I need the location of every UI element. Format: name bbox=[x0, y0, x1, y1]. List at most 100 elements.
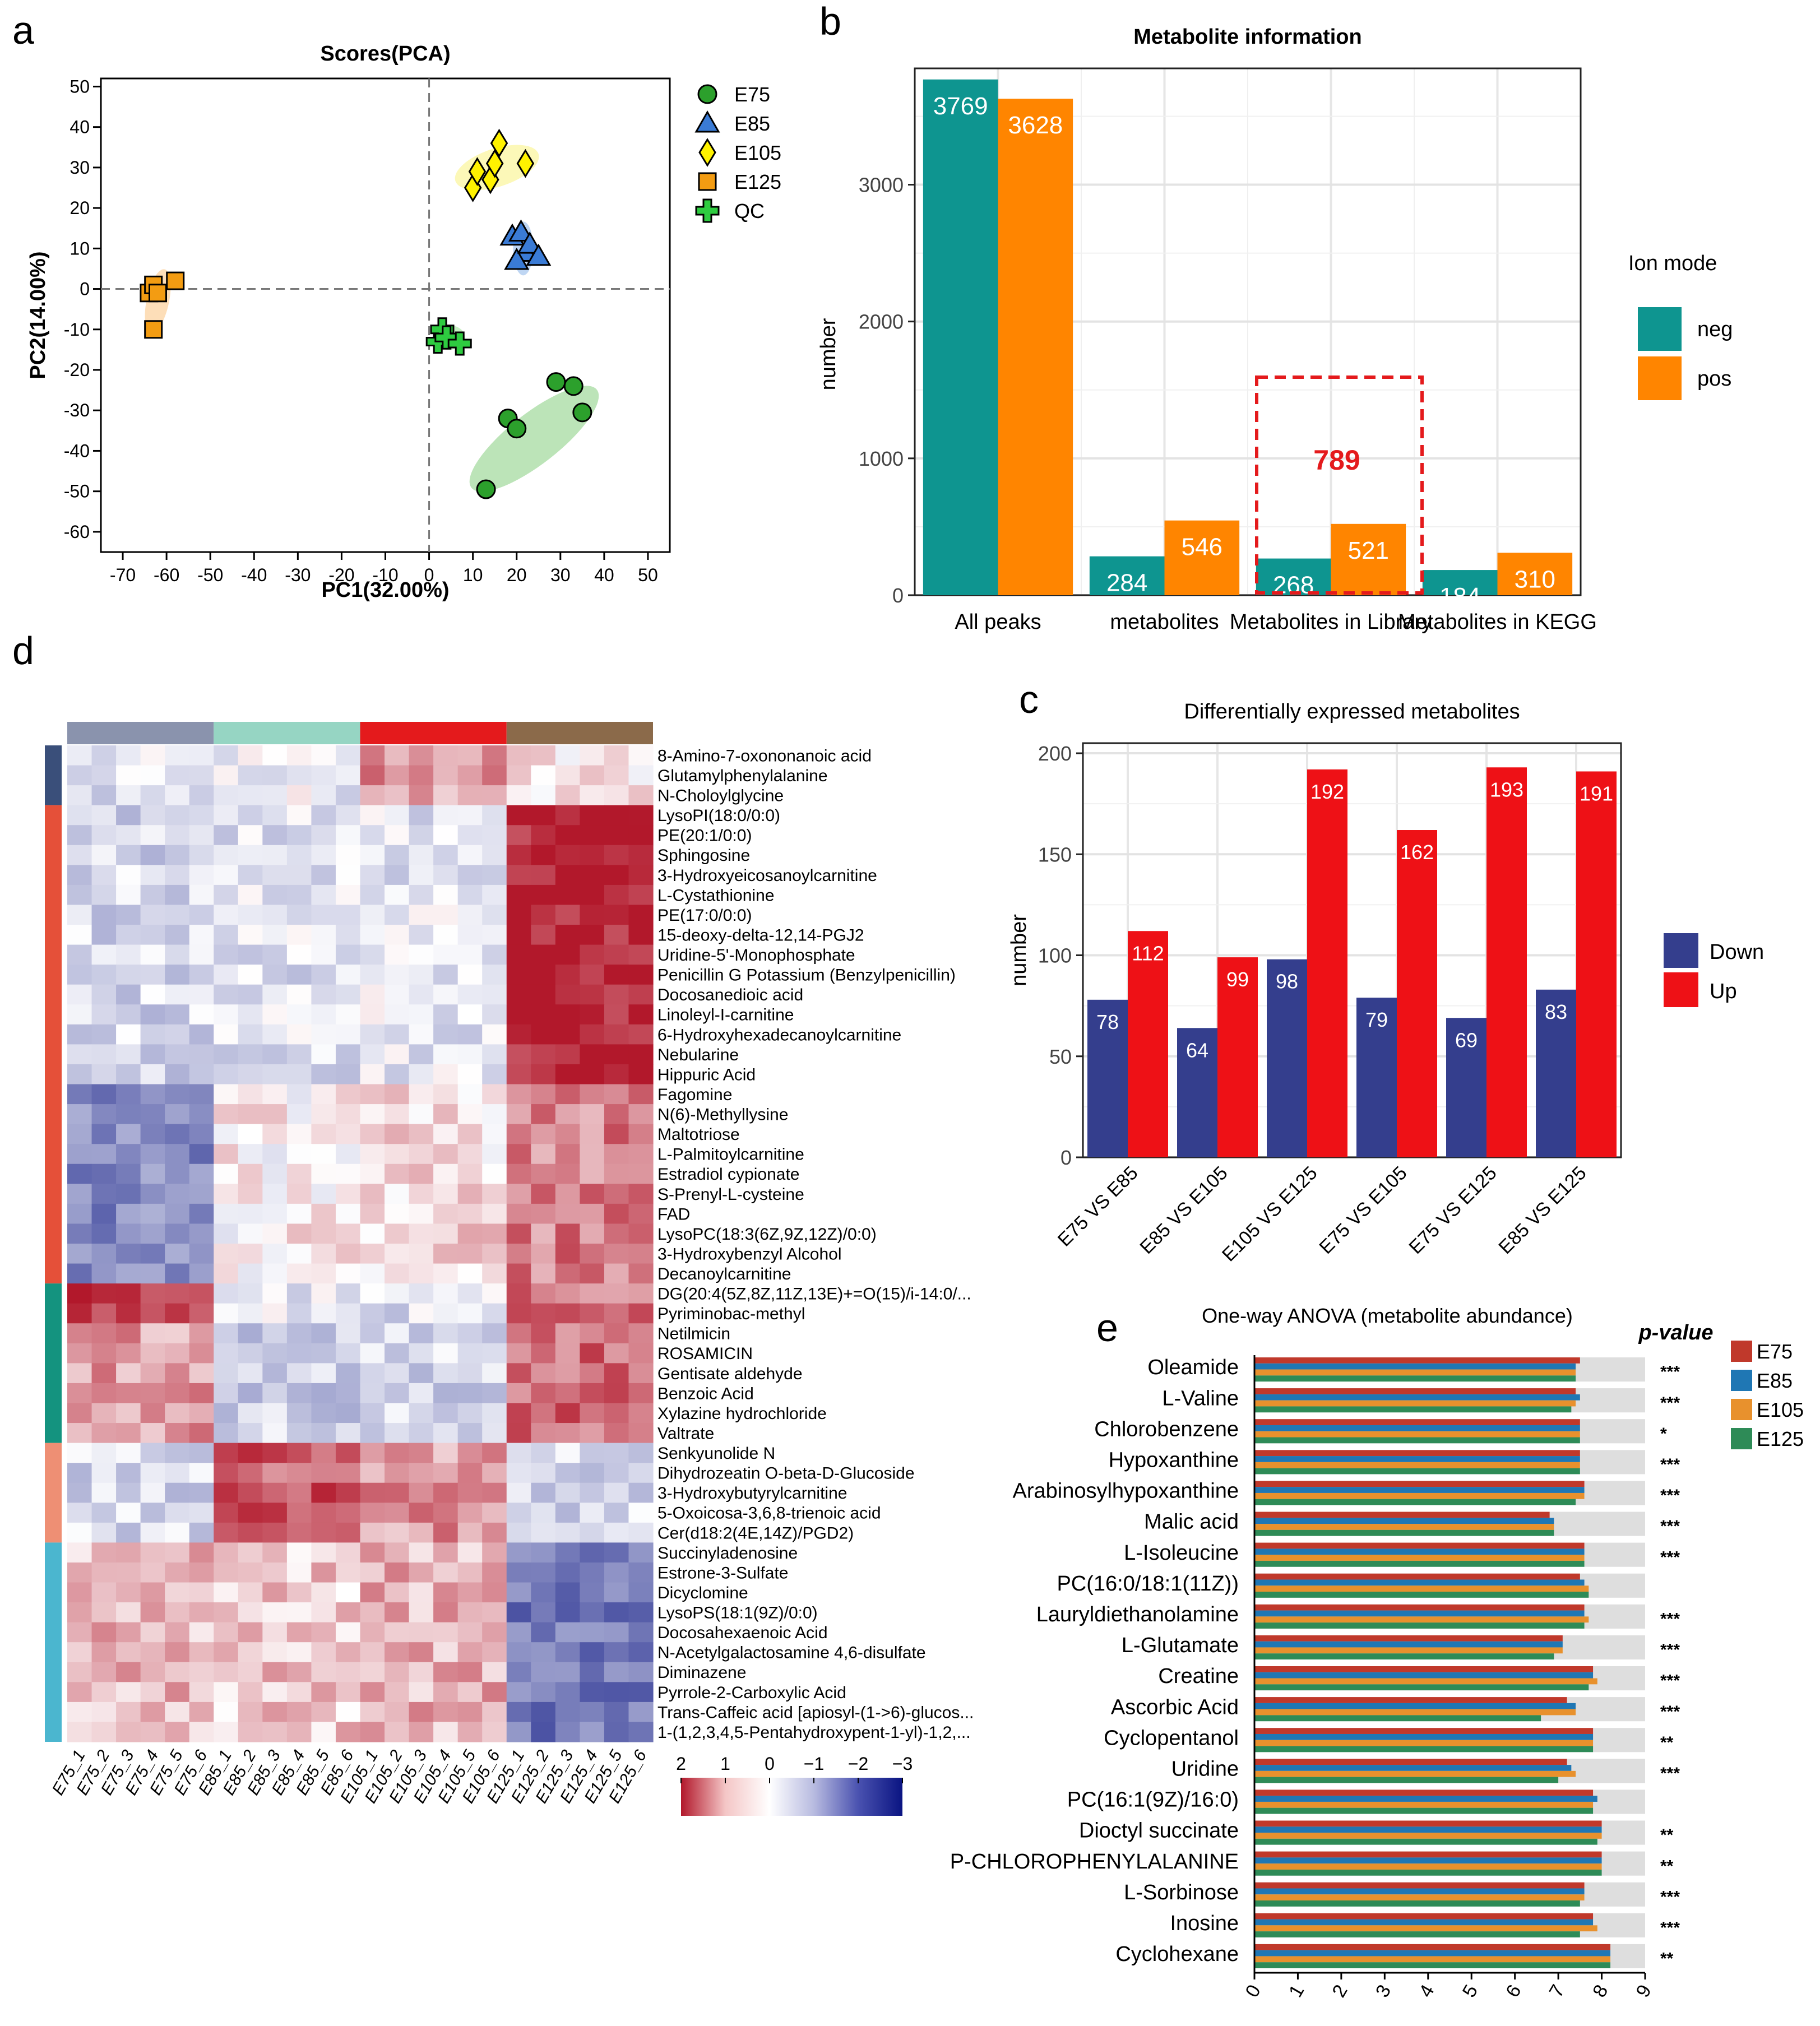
heatmap-cell bbox=[262, 1144, 288, 1165]
point-e105 bbox=[485, 149, 504, 178]
e75-ellipse bbox=[469, 386, 599, 492]
y-tick-label: -20 bbox=[64, 360, 90, 380]
heatmap-cell bbox=[238, 1124, 263, 1144]
heatmap-cell bbox=[165, 845, 190, 865]
heatmap-cell bbox=[360, 845, 385, 865]
heatmap-cell bbox=[91, 1124, 117, 1144]
heatmap-cell bbox=[140, 1263, 165, 1284]
heatmap-cell bbox=[409, 905, 434, 925]
heatmap-cell bbox=[457, 944, 483, 965]
heatmap-cell bbox=[457, 1702, 483, 1723]
bar-e105 bbox=[1254, 1956, 1611, 1963]
heatmap-cell bbox=[286, 1602, 312, 1623]
heatmap-cell bbox=[628, 1542, 654, 1563]
heatmap-cell bbox=[189, 1244, 214, 1264]
heatmap-cell bbox=[385, 1064, 410, 1085]
heatmap-cell bbox=[580, 1223, 605, 1244]
heatmap-cell bbox=[140, 1283, 165, 1304]
heatmap-cell bbox=[580, 1303, 605, 1324]
heatmap-cell bbox=[482, 1582, 507, 1603]
heatmap-cell bbox=[457, 1064, 483, 1085]
heatmap-cell bbox=[604, 1722, 629, 1742]
heatmap-cell bbox=[116, 1343, 141, 1364]
heatmap-cell bbox=[604, 1482, 629, 1503]
legend-label: Up bbox=[1710, 980, 1737, 1003]
x-tick-label: Metabolites in KEGG bbox=[1398, 610, 1597, 634]
bar-e125 bbox=[1254, 1746, 1594, 1753]
heatmap-cell bbox=[67, 1622, 92, 1643]
heatmap-cell bbox=[506, 1522, 531, 1543]
heatmap-cell bbox=[262, 865, 288, 885]
heatmap-cell bbox=[67, 1004, 92, 1025]
heatmap-cell bbox=[385, 805, 410, 826]
heatmap-cell bbox=[262, 1064, 288, 1085]
heatmap-cell bbox=[214, 1223, 239, 1244]
heatmap-cell bbox=[628, 845, 654, 865]
heatmap-cell bbox=[506, 1223, 531, 1244]
heatmap-cell bbox=[286, 1503, 312, 1523]
heatmap-cell bbox=[116, 1463, 141, 1483]
heatmap-cell bbox=[335, 1482, 361, 1503]
category-label: PC(16:1(9Z)/16:0) bbox=[1067, 1788, 1239, 1812]
heatmap-cell bbox=[604, 1124, 629, 1144]
bar-e75 bbox=[1254, 1913, 1594, 1920]
heatmap-cell bbox=[580, 745, 605, 766]
heatmap-cell bbox=[409, 1024, 434, 1045]
bar-value-label: 192 bbox=[1310, 780, 1344, 803]
heatmap-cell bbox=[165, 1104, 190, 1125]
pvalue-header: p-value bbox=[1638, 1321, 1713, 1345]
heatmap-cell bbox=[433, 1223, 459, 1244]
heatmap-cell bbox=[531, 1104, 556, 1125]
heatmap-cell bbox=[286, 1423, 312, 1444]
colorbar bbox=[681, 1778, 902, 1816]
heatmap-cell bbox=[238, 1722, 263, 1742]
heatmap-cell bbox=[531, 1423, 556, 1444]
heatmap-cell bbox=[335, 845, 361, 865]
heatmap-row-label: DG(20:4(5Z,8Z,11Z,13E)+=O(15)/i-14:0/... bbox=[657, 1285, 971, 1304]
heatmap-cell bbox=[457, 1562, 483, 1583]
heatmap-cell bbox=[189, 1722, 214, 1742]
heatmap-cell bbox=[385, 984, 410, 1005]
heatmap-cell bbox=[409, 1403, 434, 1424]
heatmap-cell bbox=[67, 1104, 92, 1125]
heatmap-cell bbox=[91, 1423, 117, 1444]
heatmap-cell bbox=[91, 1403, 117, 1424]
heatmap-cell bbox=[555, 1662, 580, 1682]
heatmap-cell bbox=[409, 1303, 434, 1324]
heatmap-cell bbox=[262, 1562, 288, 1583]
heatmap-cell bbox=[67, 925, 92, 945]
heatmap-cell bbox=[91, 1343, 117, 1364]
heatmap-cell bbox=[555, 1562, 580, 1583]
heatmap-cell bbox=[189, 1642, 214, 1663]
heatmap-cell bbox=[555, 865, 580, 885]
bar-e75 bbox=[1254, 1789, 1594, 1796]
heatmap-cell bbox=[360, 965, 385, 985]
heatmap-cell bbox=[360, 1423, 385, 1444]
heatmap-cell bbox=[604, 1582, 629, 1603]
heatmap-cell bbox=[409, 1004, 434, 1025]
heatmap-cell bbox=[482, 1184, 507, 1204]
heatmap-cell bbox=[385, 1722, 410, 1742]
heatmap-cell bbox=[335, 1263, 361, 1284]
heatmap-cell bbox=[482, 944, 507, 965]
heatmap-cell bbox=[604, 965, 629, 985]
heatmap-cell bbox=[335, 1642, 361, 1663]
heatmap-cell bbox=[262, 1323, 288, 1344]
point-e85 bbox=[504, 247, 530, 270]
heatmap-cell bbox=[165, 1283, 190, 1304]
heatmap-cell bbox=[116, 1044, 141, 1065]
bar-up bbox=[1217, 957, 1258, 1157]
pvalue-stars: *** bbox=[1660, 1455, 1680, 1474]
heatmap-cell bbox=[555, 1104, 580, 1125]
point-e85 bbox=[508, 219, 534, 242]
heatmap-cell bbox=[311, 745, 336, 766]
heatmap-cell bbox=[335, 1184, 361, 1204]
heatmap-cell bbox=[140, 965, 165, 985]
heatmap-cell bbox=[116, 745, 141, 766]
heatmap-cell bbox=[214, 884, 239, 906]
heatmap-cell bbox=[531, 1223, 556, 1244]
heatmap-cell bbox=[91, 1622, 117, 1643]
heatmap-cell bbox=[311, 1562, 336, 1583]
heatmap-cell bbox=[238, 1223, 263, 1244]
